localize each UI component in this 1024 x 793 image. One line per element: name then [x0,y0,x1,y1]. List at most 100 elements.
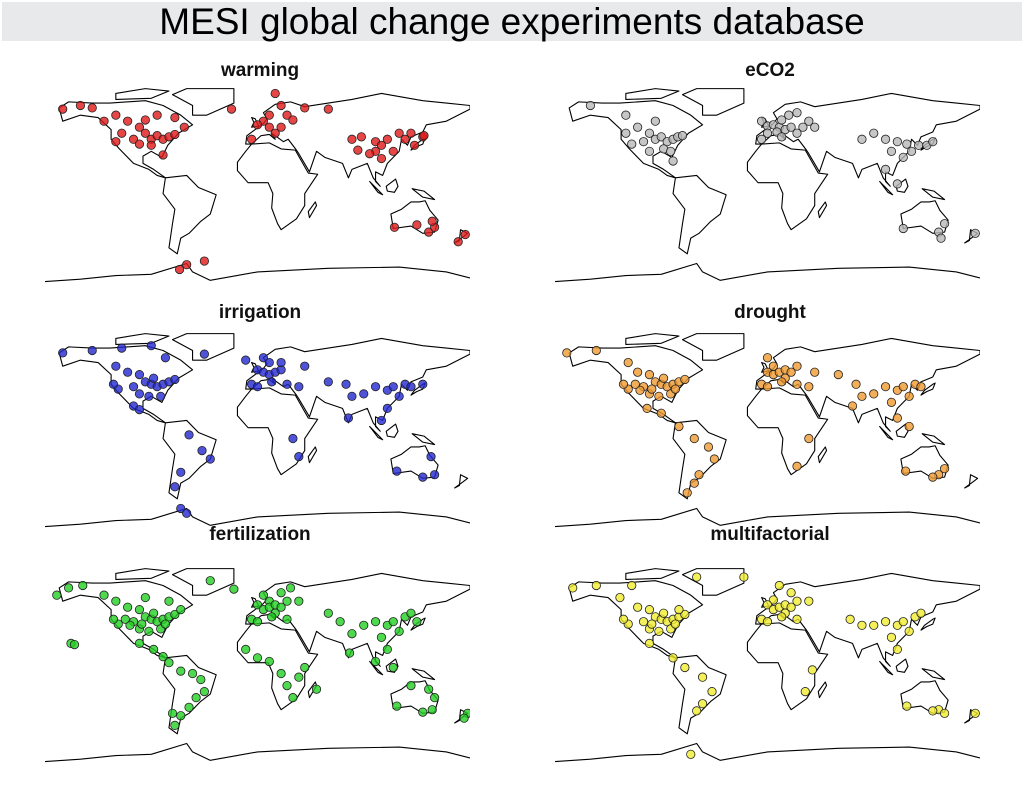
experiment-site-marker [87,103,97,113]
experiment-site-marker [370,382,381,392]
experiment-site-marker [939,708,950,718]
experiment-site-marker [382,403,392,413]
experiment-site-marker [140,115,150,125]
experiment-site-marker [902,701,912,711]
landmass-south-america [162,419,217,500]
experiment-site-marker [689,478,699,488]
experiment-site-marker [282,680,292,691]
landmass-madagascar [307,446,318,464]
landmass-sumatra [369,180,384,196]
experiment-site-marker [659,373,669,383]
landmass-japan [920,382,936,396]
world-map-fertilization [45,568,470,763]
experiment-site-marker [762,128,773,138]
experiment-site-marker [424,227,434,237]
experiment-site-marker [149,373,159,383]
experiment-site-marker [656,132,666,142]
experiment-site-marker [75,100,86,111]
experiment-site-marker [241,355,251,365]
experiment-site-marker [777,377,787,387]
experiment-site-marker [99,116,109,126]
experiment-site-marker [804,116,814,126]
experiment-site-marker [792,461,802,471]
experiment-site-marker [394,391,404,401]
experiment-site-marker [880,617,891,627]
experiment-site-marker [205,454,215,464]
experiment-site-marker [134,139,145,149]
experiment-site-marker [359,620,369,630]
experiment-site-marker [267,377,277,387]
experiment-site-marker [370,617,381,627]
experiment-site-marker [182,260,192,270]
experiment-site-marker [647,384,657,394]
experiment-site-marker [654,391,664,401]
landmass-eurasia [245,92,470,187]
experiment-site-marker [916,382,926,392]
experiment-site-marker [140,592,150,603]
landmass-new-guinea [411,188,436,201]
landmass-japan [920,617,936,631]
landmass-australia [900,680,949,714]
experiment-site-marker [176,666,186,676]
experiment-site-marker [285,583,296,593]
experiment-site-marker [633,602,643,612]
landmass-new-guinea [921,433,946,446]
experiment-site-marker [406,128,416,138]
experiment-site-marker [111,137,121,147]
experiment-site-marker [353,145,363,155]
world-map-irrigation [45,333,470,528]
experiment-site-marker [128,382,139,392]
experiment-site-marker [562,348,572,358]
experiment-site-marker [585,100,596,111]
experiment-site-marker [176,467,186,477]
experiment-site-marker [857,620,867,630]
experiment-site-marker [226,104,237,114]
experiment-site-marker [128,134,139,144]
experiment-site-marker [134,122,145,132]
experiment-site-marker [674,605,684,615]
experiment-site-marker [176,605,186,615]
experiment-site-marker [777,115,787,125]
landmass-borneo [895,658,909,673]
experiment-site-marker [460,229,470,240]
figure-title: MESI global change experiments database [2,2,1022,42]
experiment-site-marker [418,379,428,389]
experiment-site-marker [376,415,387,426]
experiment-site-marker [184,430,194,440]
experiment-site-marker [276,602,286,612]
landmass-antarctica [555,742,980,763]
landmass-arctic-islands [625,333,680,346]
experiment-site-marker [382,134,392,144]
experiment-site-marker [833,370,843,380]
experiment-site-marker [644,605,655,615]
experiment-site-marker [869,128,879,138]
experiment-site-marker [111,361,121,371]
experiment-site-marker [928,472,938,482]
experiment-site-marker [108,614,119,624]
experiment-site-marker [300,103,310,113]
experiment-site-marker [904,626,914,636]
experiment-site-marker [382,644,392,655]
experiment-site-marker [341,379,351,389]
experiment-site-marker [160,619,171,629]
experiment-site-marker [270,88,280,99]
experiment-site-marker [99,590,109,600]
experiment-site-marker [123,367,133,377]
experiment-site-marker [323,377,333,387]
experiment-site-marker [426,452,436,462]
experiment-site-marker [252,653,263,663]
landmass-new-guinea [411,433,436,446]
landmass-north-america [568,100,704,179]
experiment-site-marker [642,403,652,413]
experiment-site-marker [647,619,657,629]
experiment-site-marker [762,382,773,392]
experiment-site-marker [406,680,416,691]
landmass-australia [900,445,949,479]
landmass-madagascar [817,201,828,219]
experiment-site-marker [682,488,692,498]
experiment-site-marker [418,707,428,717]
experiment-site-marker [654,626,664,636]
landmass-new-guinea [411,668,436,681]
experiment-site-marker [58,348,68,358]
experiment-site-marker [886,146,897,156]
